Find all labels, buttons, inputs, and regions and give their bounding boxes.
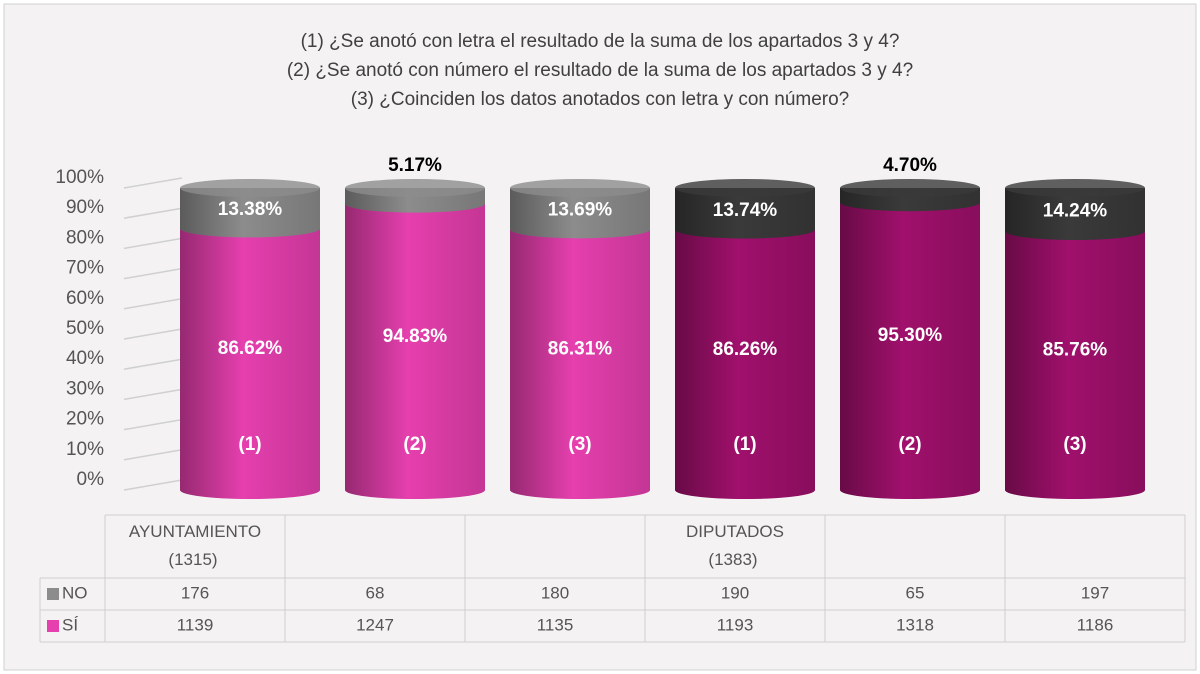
cylinder-top	[840, 179, 980, 197]
bar-label: (1)	[238, 434, 261, 455]
cylinder-shade	[840, 202, 980, 490]
cylinder-bottom-shade	[345, 194, 485, 213]
bar-label: (3)	[568, 434, 591, 455]
table-cell: 197	[1081, 583, 1109, 602]
grid-line	[123, 177, 183, 189]
cylinder-bottom-shade	[675, 220, 815, 239]
table-cell: 190	[721, 583, 749, 602]
cylinder-bottom-shade	[180, 219, 320, 238]
legend-label: NO	[62, 583, 88, 602]
cylinder-bottom-shade	[1005, 481, 1145, 499]
bar-label: (2)	[898, 434, 921, 455]
value-label: 4.70%	[883, 155, 937, 176]
value-label: 5.17%	[388, 155, 442, 176]
cylinder-top	[345, 179, 485, 197]
y-tick-label: 100%	[55, 167, 104, 188]
table-cell: 65	[906, 583, 925, 602]
cylinder-bottom-shade	[840, 193, 980, 212]
chart-title: (2) ¿Se anotó con número el resultado de…	[287, 60, 913, 81]
bar-label: (2)	[403, 434, 426, 455]
grid-line	[123, 479, 183, 491]
value-label: 86.31%	[548, 339, 613, 360]
table-cell: 176	[181, 583, 209, 602]
table-cell: 1318	[896, 615, 934, 634]
cylinder-shade	[510, 229, 650, 490]
value-label: 13.69%	[548, 200, 613, 221]
grid-line	[123, 358, 183, 370]
table-cell: 1193	[717, 615, 754, 634]
cylinder-shade	[345, 203, 485, 490]
cylinder-bottom-shade	[840, 481, 980, 499]
y-tick-label: 80%	[66, 227, 104, 248]
grid-line	[123, 449, 183, 461]
y-tick-label: 30%	[66, 378, 104, 399]
value-label: 86.26%	[713, 339, 778, 360]
grid-line	[123, 237, 183, 250]
y-tick-label: 20%	[66, 409, 104, 430]
grid-line	[123, 267, 183, 280]
legend-swatch	[47, 620, 59, 632]
table-cell: 1139	[177, 615, 214, 634]
cylinder-bottom-shade	[675, 481, 815, 499]
category-label: AYUNTAMIENTO (1315)	[129, 522, 261, 569]
value-label: 14.24%	[1043, 201, 1108, 222]
y-tick-label: 0%	[77, 469, 105, 490]
table-cell: 1135	[537, 615, 574, 634]
cylinder-bottom-shade	[510, 481, 650, 499]
table-cell: 1247	[356, 615, 394, 634]
cylinder-bottom-shade	[345, 481, 485, 499]
cylinder-bottom-shade	[180, 481, 320, 499]
cylinder-shade	[180, 228, 320, 490]
y-tick-label: 90%	[66, 197, 104, 218]
cylinder-top	[510, 179, 650, 197]
y-tick-label: 60%	[66, 288, 104, 309]
y-tick-label: 70%	[66, 258, 104, 279]
y-tick-label: 10%	[66, 439, 104, 460]
legend-swatch	[47, 588, 59, 600]
bar-label: (1)	[733, 434, 756, 455]
value-label: 94.83%	[383, 326, 448, 347]
category-label: DIPUTADOS (1383)	[686, 522, 784, 569]
table-cell: 180	[541, 583, 569, 602]
grid-line	[123, 298, 183, 310]
cylinder-top	[180, 179, 320, 197]
value-label: 13.38%	[218, 199, 283, 220]
grid-line	[123, 418, 183, 431]
cylinder-shade	[1005, 231, 1145, 490]
grid-line	[123, 388, 183, 401]
bar-label: (3)	[1063, 434, 1086, 455]
legend-label: SÍ	[62, 615, 78, 634]
cylinder-shade	[675, 229, 815, 490]
y-tick-label: 50%	[66, 318, 104, 339]
cylinder-bottom-shade	[510, 220, 650, 239]
grid-line	[123, 328, 183, 340]
table-cell: 68	[366, 583, 385, 602]
value-label: 85.76%	[1043, 340, 1108, 361]
value-label: 13.74%	[713, 200, 778, 221]
value-label: 86.62%	[218, 338, 283, 359]
y-tick-label: 40%	[66, 348, 104, 369]
cylinder-top	[1005, 179, 1145, 197]
chart-title: (3) ¿Coinciden los datos anotados con le…	[351, 89, 850, 110]
table-cell: 1186	[1077, 615, 1114, 634]
value-label: 95.30%	[878, 325, 943, 346]
chart-title: (1) ¿Se anotó con letra el resultado de …	[301, 31, 900, 52]
cylinder-top	[675, 179, 815, 197]
grid-line	[123, 207, 183, 219]
cylinder-bottom-shade	[1005, 222, 1145, 241]
